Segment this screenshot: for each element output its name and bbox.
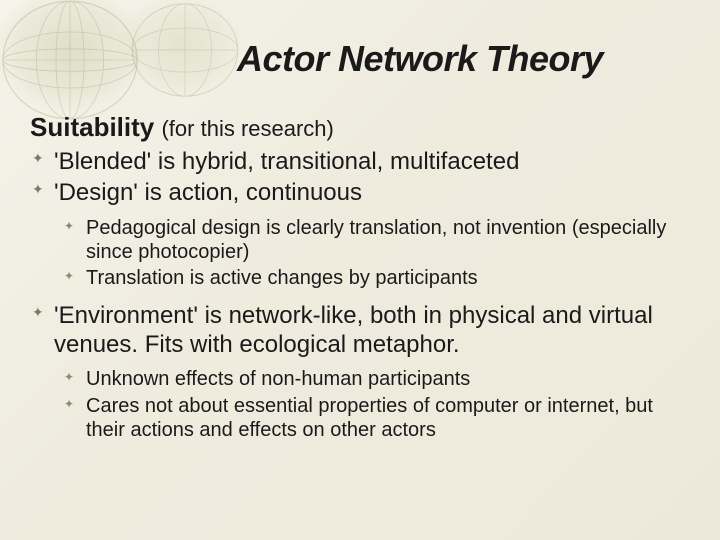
bullet-item: 'Environment' is network-like, both in p… — [30, 301, 690, 443]
sub-bullet-item: Cares not about essential properties of … — [62, 394, 690, 443]
sub-bullet-text: Translation is active changes by partici… — [86, 267, 478, 289]
subheading: Suitability (for this research) — [30, 112, 690, 143]
subheading-paren: (for this research) — [161, 116, 333, 141]
bullet-item: 'Design' is action, continuous Pedagogic… — [30, 178, 690, 290]
sub-bullet-text: Unknown effects of non-human participant… — [86, 368, 470, 390]
sub-bullet-text: Cares not about essential properties of … — [86, 395, 653, 441]
subheading-bold: Suitability — [30, 112, 154, 142]
slide-title: Actor Network Theory — [30, 0, 690, 80]
sub-bullet-item: Unknown effects of non-human participant… — [62, 367, 690, 391]
sub-bullet-list: Unknown effects of non-human participant… — [54, 367, 690, 442]
sub-bullet-list: Pedagogical design is clearly translatio… — [54, 216, 690, 291]
bullet-text: 'Design' is action, continuous — [54, 179, 362, 206]
bullet-text: 'Environment' is network-like, both in p… — [54, 302, 653, 358]
bullet-text: 'Blended' is hybrid, transitional, multi… — [54, 148, 519, 175]
sub-bullet-item: Translation is active changes by partici… — [62, 266, 690, 290]
sub-bullet-text: Pedagogical design is clearly translatio… — [86, 217, 666, 263]
bullet-item: 'Blended' is hybrid, transitional, multi… — [30, 147, 690, 176]
sub-bullet-item: Pedagogical design is clearly translatio… — [62, 216, 690, 265]
bullet-list: 'Blended' is hybrid, transitional, multi… — [30, 147, 690, 442]
slide-container: Actor Network Theory Suitability (for th… — [0, 0, 720, 540]
